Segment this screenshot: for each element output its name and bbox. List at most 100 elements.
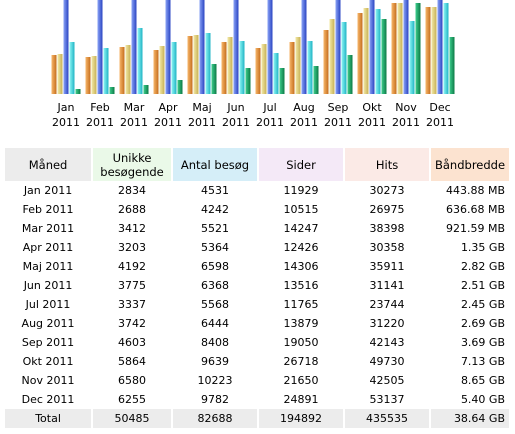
bandwidth-cell: 2.82 GB	[460, 260, 505, 273]
unique-cell: 3412	[118, 222, 147, 235]
bar-hits-sep-2011	[341, 22, 347, 94]
x-tick-label: 2011	[52, 116, 80, 129]
month-cell: Feb 2011	[22, 203, 74, 216]
hits-cell: 23744	[369, 298, 405, 311]
x-tick-label: Jun	[226, 101, 244, 114]
month-cell: Sep 2011	[21, 336, 75, 349]
bar-pages-okt-2011	[369, 0, 375, 94]
unique-cell: 5864	[118, 355, 147, 368]
pages-cell: 11765	[283, 298, 319, 311]
visits-cell: 6368	[200, 279, 229, 292]
bar-visits-okt-2011	[363, 8, 369, 94]
total-label: Total	[5, 409, 92, 428]
visits-cell: 4242	[200, 203, 229, 216]
bar-bandwidth-aug-2011	[313, 66, 319, 94]
x-tick-label: 2011	[154, 116, 182, 129]
visits-cell: 5364	[200, 241, 229, 254]
bar-visits-aug-2011	[295, 37, 301, 94]
header-pages: Sider	[259, 148, 344, 181]
bar-unique-aug-2011	[289, 42, 295, 94]
bar-bandwidth-jun-2011	[245, 68, 251, 94]
bar-unique-mar-2011	[119, 47, 125, 94]
x-tick-label: Mar	[124, 101, 145, 114]
hits-cell: 38398	[369, 222, 405, 235]
bar-unique-sep-2011	[323, 30, 329, 94]
hits-cell: 30358	[369, 241, 405, 254]
bar-bandwidth-sep-2011	[347, 55, 353, 94]
unique-cell: 3337	[118, 298, 147, 311]
bar-unique-jan-2011	[51, 55, 57, 94]
hits-cell: 42143	[369, 336, 405, 349]
bar-hits-jul-2011	[273, 53, 279, 94]
pages-cell: 11929	[283, 184, 319, 197]
bar-hits-nov-2011	[409, 21, 415, 94]
bar-pages-jun-2011	[233, 0, 239, 94]
bar-unique-maj-2011	[187, 36, 193, 94]
visits-cell: 9639	[200, 355, 229, 368]
table-row: Nov 2011 6580 10223 21650 42505 8.65 GB	[5, 371, 509, 390]
bar-bandwidth-feb-2011	[109, 87, 115, 94]
visits-cell: 5521	[200, 222, 229, 235]
monthly-history-chart: Jan 2011 Feb 2011 Mar 2011 Apr 2011 Maj 2011 Jun 20…	[51, 0, 455, 129]
bar-visits-apr-2011	[159, 46, 165, 94]
bar-hits-jan-2011	[69, 42, 75, 94]
month-cell: Mar 2011	[21, 222, 75, 235]
month-cell: Jan 2011	[23, 184, 73, 197]
bar-pages-jan-2011	[63, 0, 69, 94]
pages-cell: 14247	[283, 222, 319, 235]
unique-cell: 2834	[118, 184, 147, 197]
x-tick-label: 2011	[358, 116, 386, 129]
bar-pages-sep-2011	[335, 0, 341, 94]
table-row: Jan 2011 2834 4531 11929 30273 443.88 MB	[5, 181, 509, 200]
hits-cell: 42505	[369, 374, 405, 387]
total-pages: 194892	[259, 409, 344, 428]
bar-hits-mar-2011	[137, 28, 143, 94]
bar-visits-sep-2011	[329, 19, 335, 94]
x-tick-label: 2011	[256, 116, 284, 129]
hits-cell: 31220	[369, 317, 405, 330]
unique-cell: 6255	[118, 393, 147, 406]
x-tick-label: Apr	[158, 101, 178, 114]
x-tick-label: Feb	[90, 101, 109, 114]
month-cell: Aug 2011	[21, 317, 75, 330]
bar-visits-jul-2011	[261, 44, 267, 94]
bar-bandwidth-okt-2011	[381, 19, 387, 94]
bar-unique-jun-2011	[221, 42, 227, 94]
visits-cell: 5568	[200, 298, 229, 311]
x-tick-label: Nov	[395, 101, 417, 114]
unique-cell: 2688	[118, 203, 147, 216]
month-cell: Dec 2011	[21, 393, 75, 406]
month-cell: Jul 2011	[25, 298, 71, 311]
total-hits: 435535	[345, 409, 430, 428]
bandwidth-cell: 636.68 MB	[445, 203, 505, 216]
pages-cell: 24891	[283, 393, 319, 406]
pages-cell: 13879	[283, 317, 319, 330]
total-bandwidth: 38.64 GB	[431, 409, 509, 428]
month-cell: Nov 2011	[21, 374, 75, 387]
x-tick-label: 2011	[86, 116, 114, 129]
bar-hits-feb-2011	[103, 48, 109, 94]
month-cell: Apr 2011	[22, 241, 74, 254]
header-hits: Hits	[345, 148, 430, 181]
bandwidth-cell: 2.45 GB	[460, 298, 505, 311]
bar-pages-feb-2011	[97, 0, 103, 94]
table-total-row: Total 50485 82688 194892 435535 38.64 GB	[5, 409, 509, 428]
total-unique: 50485	[93, 409, 171, 428]
bandwidth-cell: 2.51 GB	[460, 279, 505, 292]
header-bandwidth: Båndbredde	[431, 148, 509, 181]
table-row: Maj 2011 4192 6598 14306 35911 2.82 GB	[5, 257, 509, 276]
visits-cell: 8408	[200, 336, 229, 349]
table-row: Dec 2011 6255 9782 24891 53137 5.40 GB	[5, 390, 509, 409]
bandwidth-cell: 443.88 MB	[445, 184, 505, 197]
bar-visits-dec-2011	[431, 7, 437, 94]
bar-bandwidth-nov-2011	[415, 3, 421, 94]
bandwidth-cell: 3.69 GB	[460, 336, 505, 349]
bar-pages-nov-2011	[403, 0, 409, 94]
table-row: Jul 2011 3337 5568 11765 23744 2.45 GB	[5, 295, 509, 314]
bar-bandwidth-maj-2011	[211, 64, 217, 94]
table-row: Apr 2011 3203 5364 12426 30358 1.35 GB	[5, 238, 509, 257]
bar-hits-apr-2011	[171, 42, 177, 94]
pages-cell: 14306	[283, 260, 319, 273]
bandwidth-cell: 5.40 GB	[460, 393, 505, 406]
monthly-stats-table: Måned Unikke besøgende Antal besøg Sider…	[3, 148, 511, 428]
